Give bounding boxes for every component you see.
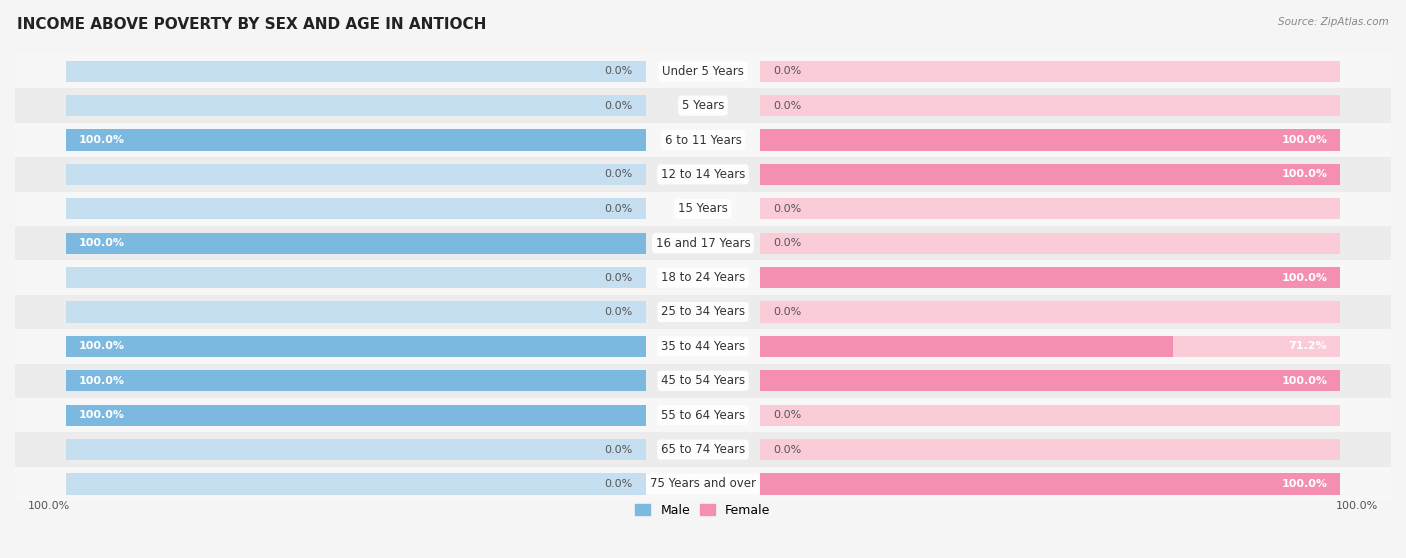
- Bar: [15, 466, 1391, 501]
- Bar: [761, 336, 1173, 357]
- Bar: [15, 54, 1391, 89]
- Text: 75 Years and over: 75 Years and over: [650, 478, 756, 490]
- Bar: [761, 198, 1340, 219]
- Bar: [66, 405, 645, 426]
- Bar: [66, 95, 645, 116]
- Bar: [66, 129, 645, 151]
- Text: Source: ZipAtlas.com: Source: ZipAtlas.com: [1278, 17, 1389, 27]
- Text: 16 and 17 Years: 16 and 17 Years: [655, 237, 751, 250]
- Bar: [761, 336, 1340, 357]
- Bar: [761, 61, 1340, 82]
- Text: 12 to 14 Years: 12 to 14 Years: [661, 168, 745, 181]
- Text: 0.0%: 0.0%: [773, 204, 801, 214]
- Text: 0.0%: 0.0%: [773, 307, 801, 317]
- Bar: [66, 370, 645, 392]
- Bar: [66, 336, 645, 357]
- Bar: [761, 129, 1340, 151]
- Bar: [15, 261, 1391, 295]
- Bar: [15, 398, 1391, 432]
- Bar: [761, 370, 1340, 392]
- Text: 0.0%: 0.0%: [605, 479, 633, 489]
- Text: 100.0%: 100.0%: [79, 135, 125, 145]
- Bar: [15, 432, 1391, 466]
- Text: 100.0%: 100.0%: [1281, 376, 1327, 386]
- Text: 25 to 34 Years: 25 to 34 Years: [661, 305, 745, 319]
- Bar: [15, 123, 1391, 157]
- Bar: [15, 226, 1391, 261]
- Bar: [66, 473, 645, 494]
- Bar: [761, 163, 1340, 185]
- Text: 0.0%: 0.0%: [773, 100, 801, 110]
- Text: 65 to 74 Years: 65 to 74 Years: [661, 443, 745, 456]
- Text: 100.0%: 100.0%: [1336, 501, 1378, 511]
- Text: 5 Years: 5 Years: [682, 99, 724, 112]
- Text: 100.0%: 100.0%: [79, 376, 125, 386]
- Bar: [15, 329, 1391, 364]
- Text: 100.0%: 100.0%: [1281, 135, 1327, 145]
- Bar: [66, 163, 645, 185]
- Text: 6 to 11 Years: 6 to 11 Years: [665, 133, 741, 147]
- Text: 0.0%: 0.0%: [605, 100, 633, 110]
- Text: 71.2%: 71.2%: [1289, 341, 1327, 352]
- Bar: [761, 473, 1340, 494]
- Bar: [761, 233, 1340, 254]
- Text: 0.0%: 0.0%: [605, 204, 633, 214]
- Bar: [761, 95, 1340, 116]
- Text: INCOME ABOVE POVERTY BY SEX AND AGE IN ANTIOCH: INCOME ABOVE POVERTY BY SEX AND AGE IN A…: [17, 17, 486, 32]
- Text: 100.0%: 100.0%: [79, 410, 125, 420]
- Bar: [66, 129, 645, 151]
- Bar: [15, 191, 1391, 226]
- Text: 0.0%: 0.0%: [773, 410, 801, 420]
- Bar: [761, 267, 1340, 288]
- Bar: [761, 370, 1340, 392]
- Bar: [761, 129, 1340, 151]
- Text: 55 to 64 Years: 55 to 64 Years: [661, 408, 745, 422]
- Bar: [66, 233, 645, 254]
- Bar: [15, 364, 1391, 398]
- Bar: [761, 163, 1340, 185]
- Bar: [66, 405, 645, 426]
- Text: Under 5 Years: Under 5 Years: [662, 65, 744, 78]
- Text: 100.0%: 100.0%: [1281, 170, 1327, 180]
- Text: 100.0%: 100.0%: [79, 238, 125, 248]
- Bar: [66, 267, 645, 288]
- Text: 0.0%: 0.0%: [773, 66, 801, 76]
- Bar: [761, 267, 1340, 288]
- Text: 35 to 44 Years: 35 to 44 Years: [661, 340, 745, 353]
- Text: 0.0%: 0.0%: [605, 66, 633, 76]
- Bar: [15, 89, 1391, 123]
- Bar: [66, 198, 645, 219]
- Bar: [15, 157, 1391, 191]
- Text: 0.0%: 0.0%: [605, 445, 633, 455]
- Bar: [66, 301, 645, 323]
- Text: 100.0%: 100.0%: [79, 341, 125, 352]
- Bar: [15, 295, 1391, 329]
- Text: 0.0%: 0.0%: [773, 238, 801, 248]
- Text: 100.0%: 100.0%: [1281, 479, 1327, 489]
- Text: 0.0%: 0.0%: [605, 273, 633, 282]
- Bar: [66, 439, 645, 460]
- Text: 0.0%: 0.0%: [605, 170, 633, 180]
- Text: 45 to 54 Years: 45 to 54 Years: [661, 374, 745, 387]
- Bar: [66, 233, 645, 254]
- Bar: [761, 301, 1340, 323]
- Bar: [761, 439, 1340, 460]
- Text: 100.0%: 100.0%: [28, 501, 70, 511]
- Bar: [761, 405, 1340, 426]
- Bar: [66, 61, 645, 82]
- Text: 0.0%: 0.0%: [605, 307, 633, 317]
- Text: 18 to 24 Years: 18 to 24 Years: [661, 271, 745, 284]
- Text: 0.0%: 0.0%: [773, 445, 801, 455]
- Bar: [66, 370, 645, 392]
- Bar: [66, 336, 645, 357]
- Text: 15 Years: 15 Years: [678, 203, 728, 215]
- Legend: Male, Female: Male, Female: [630, 499, 776, 522]
- Text: 100.0%: 100.0%: [1281, 273, 1327, 282]
- Bar: [761, 473, 1340, 494]
